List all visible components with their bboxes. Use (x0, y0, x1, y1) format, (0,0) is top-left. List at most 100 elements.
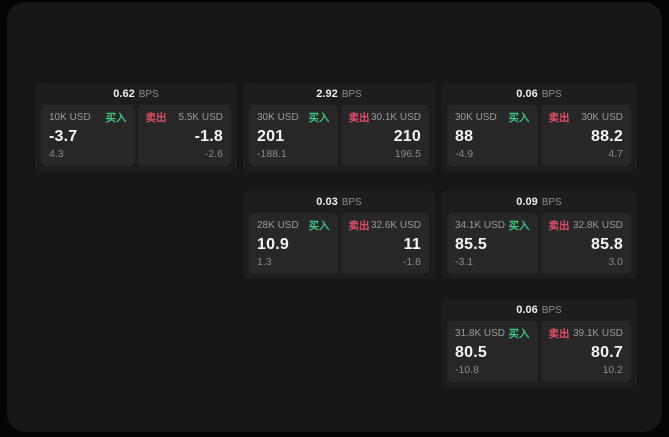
sell-price: 210 (393, 128, 421, 145)
buy-tile[interactable]: 31.8K USD 买入 80.5 -10.8 (447, 321, 538, 382)
quote-card: 0.06 BPS 31.8K USD 买入 80.5 -10.8 卖出 39.1… (441, 299, 637, 387)
sell-tile-top: 卖出 5.5K USD (146, 112, 224, 124)
sell-sub-value: 10.2 (602, 364, 623, 376)
buy-sub-value: -3.1 (455, 256, 474, 268)
buy-sub-value: -4.9 (455, 148, 474, 160)
sell-amount: 32.6K USD (370, 220, 421, 231)
sell-amount: 5.5K USD (178, 112, 223, 123)
buy-sub-value: -188.1 (257, 148, 287, 160)
sell-price: -1.8 (194, 128, 223, 145)
sell-sub-value: 4.7 (608, 148, 623, 160)
sell-tile-top: 卖出 39.1K USD (549, 328, 624, 340)
sell-tile[interactable]: 卖出 30K USD 88.2 4.7 (540, 105, 631, 166)
sell-side-label: 卖出 (548, 112, 570, 124)
bps-header: 0.09 BPS (441, 191, 637, 213)
buy-price: -3.7 (49, 128, 78, 145)
bps-header: 0.03 BPS (243, 191, 435, 213)
buy-amount: 10K USD (49, 112, 91, 123)
buy-price: 85.5 (455, 236, 487, 253)
sell-sub-value: -2.6 (204, 148, 223, 160)
buy-amount: 28K USD (257, 220, 299, 231)
bps-header: 2.92 BPS (243, 83, 435, 105)
bps-unit-label: BPS (541, 88, 562, 100)
sell-tile-top: 卖出 30K USD (549, 112, 624, 124)
quote-card: 2.92 BPS 30K USD 买入 201 -188.1 卖出 30.1K … (243, 83, 435, 171)
bps-header: 0.62 BPS (35, 83, 237, 105)
buy-amount: 30K USD (257, 112, 299, 123)
buy-price: 80.5 (455, 344, 487, 361)
buy-amount: 34.1K USD (455, 220, 506, 231)
card-body: 34.1K USD 买入 85.5 -3.1 卖出 32.8K USD 85.8… (441, 213, 637, 279)
buy-side-label: 买入 (308, 220, 330, 232)
sell-tile-top: 卖出 32.8K USD (549, 220, 624, 232)
buy-sub-value: 1.3 (257, 256, 272, 268)
quote-card: 0.62 BPS 10K USD 买入 -3.7 4.3 卖出 5.5K USD (35, 83, 237, 171)
bps-value: 0.06 (516, 88, 538, 100)
sell-price: 80.7 (591, 344, 623, 361)
bps-value: 0.09 (516, 196, 538, 208)
buy-side-label: 买入 (105, 112, 127, 124)
bps-header: 0.06 BPS (441, 299, 637, 321)
sell-tile-top: 卖出 32.6K USD (349, 220, 422, 232)
card-body: 30K USD 买入 201 -188.1 卖出 30.1K USD 210 1… (243, 105, 435, 171)
buy-tile[interactable]: 28K USD 买入 10.9 1.3 (249, 213, 338, 274)
buy-amount: 30K USD (455, 112, 497, 123)
quote-card: 0.03 BPS 28K USD 买入 10.9 1.3 卖出 32.6K US… (243, 191, 435, 279)
sell-sub-value: -1.8 (402, 256, 421, 268)
buy-sub-value: 4.3 (49, 148, 64, 160)
buy-tile-top: 30K USD 买入 (455, 112, 530, 124)
sell-tile[interactable]: 卖出 32.8K USD 85.8 3.0 (540, 213, 631, 274)
card-body: 28K USD 买入 10.9 1.3 卖出 32.6K USD 11 -1.8 (243, 213, 435, 279)
sell-tile[interactable]: 卖出 39.1K USD 80.7 10.2 (540, 321, 631, 382)
buy-tile-top: 31.8K USD 买入 (455, 328, 530, 340)
buy-sub-value: -10.8 (455, 364, 479, 376)
sell-side-label: 卖出 (348, 220, 370, 232)
buy-side-label: 买入 (508, 220, 530, 232)
quote-card: 0.06 BPS 30K USD 买入 88 -4.9 卖出 30K USD (441, 83, 637, 171)
bps-unit-label: BPS (341, 88, 362, 100)
card-body: 30K USD 买入 88 -4.9 卖出 30K USD 88.2 4.7 (441, 105, 637, 171)
bps-unit-label: BPS (341, 196, 362, 208)
sell-sub-value: 196.5 (394, 148, 421, 160)
sell-price: 85.8 (591, 236, 623, 253)
main-panel: 0.62 BPS 10K USD 买入 -3.7 4.3 卖出 5.5K USD (7, 2, 662, 432)
sell-tile[interactable]: 卖出 5.5K USD -1.8 -2.6 (137, 105, 231, 166)
sell-side-label: 卖出 (548, 328, 570, 340)
buy-tile[interactable]: 10K USD 买入 -3.7 4.3 (41, 105, 135, 166)
bps-value: 0.62 (113, 88, 135, 100)
buy-price: 88 (455, 128, 474, 145)
buy-side-label: 买入 (508, 328, 530, 340)
sell-amount: 39.1K USD (572, 328, 623, 339)
buy-tile[interactable]: 30K USD 买入 201 -188.1 (249, 105, 338, 166)
card-body: 31.8K USD 买入 80.5 -10.8 卖出 39.1K USD 80.… (441, 321, 637, 387)
buy-price: 10.9 (257, 236, 289, 253)
buy-tile-top: 10K USD 买入 (49, 112, 127, 124)
card-body: 10K USD 买入 -3.7 4.3 卖出 5.5K USD -1.8 -2.… (35, 105, 237, 171)
sell-amount: 30K USD (581, 112, 623, 123)
buy-tile-top: 30K USD 买入 (257, 112, 330, 124)
buy-price: 201 (257, 128, 285, 145)
buy-tile[interactable]: 30K USD 买入 88 -4.9 (447, 105, 538, 166)
sell-side-label: 卖出 (348, 112, 370, 124)
sell-price: 11 (403, 236, 421, 253)
bps-value: 0.03 (316, 196, 338, 208)
sell-tile-top: 卖出 30.1K USD (349, 112, 422, 124)
sell-side-label: 卖出 (145, 112, 167, 124)
sell-price: 88.2 (591, 128, 623, 145)
buy-amount: 31.8K USD (455, 328, 506, 339)
sell-tile[interactable]: 卖出 30.1K USD 210 196.5 (340, 105, 429, 166)
bps-value: 0.06 (516, 304, 538, 316)
bps-value: 2.92 (316, 88, 338, 100)
bps-header: 0.06 BPS (441, 83, 637, 105)
bps-unit-label: BPS (138, 88, 159, 100)
sell-side-label: 卖出 (548, 220, 570, 232)
buy-side-label: 买入 (508, 112, 530, 124)
buy-side-label: 买入 (308, 112, 330, 124)
buy-tile-top: 28K USD 买入 (257, 220, 330, 232)
buy-tile-top: 34.1K USD 买入 (455, 220, 530, 232)
sell-tile[interactable]: 卖出 32.6K USD 11 -1.8 (340, 213, 429, 274)
sell-sub-value: 3.0 (608, 256, 623, 268)
bps-unit-label: BPS (541, 196, 562, 208)
buy-tile[interactable]: 34.1K USD 买入 85.5 -3.1 (447, 213, 538, 274)
sell-amount: 30.1K USD (370, 112, 421, 123)
